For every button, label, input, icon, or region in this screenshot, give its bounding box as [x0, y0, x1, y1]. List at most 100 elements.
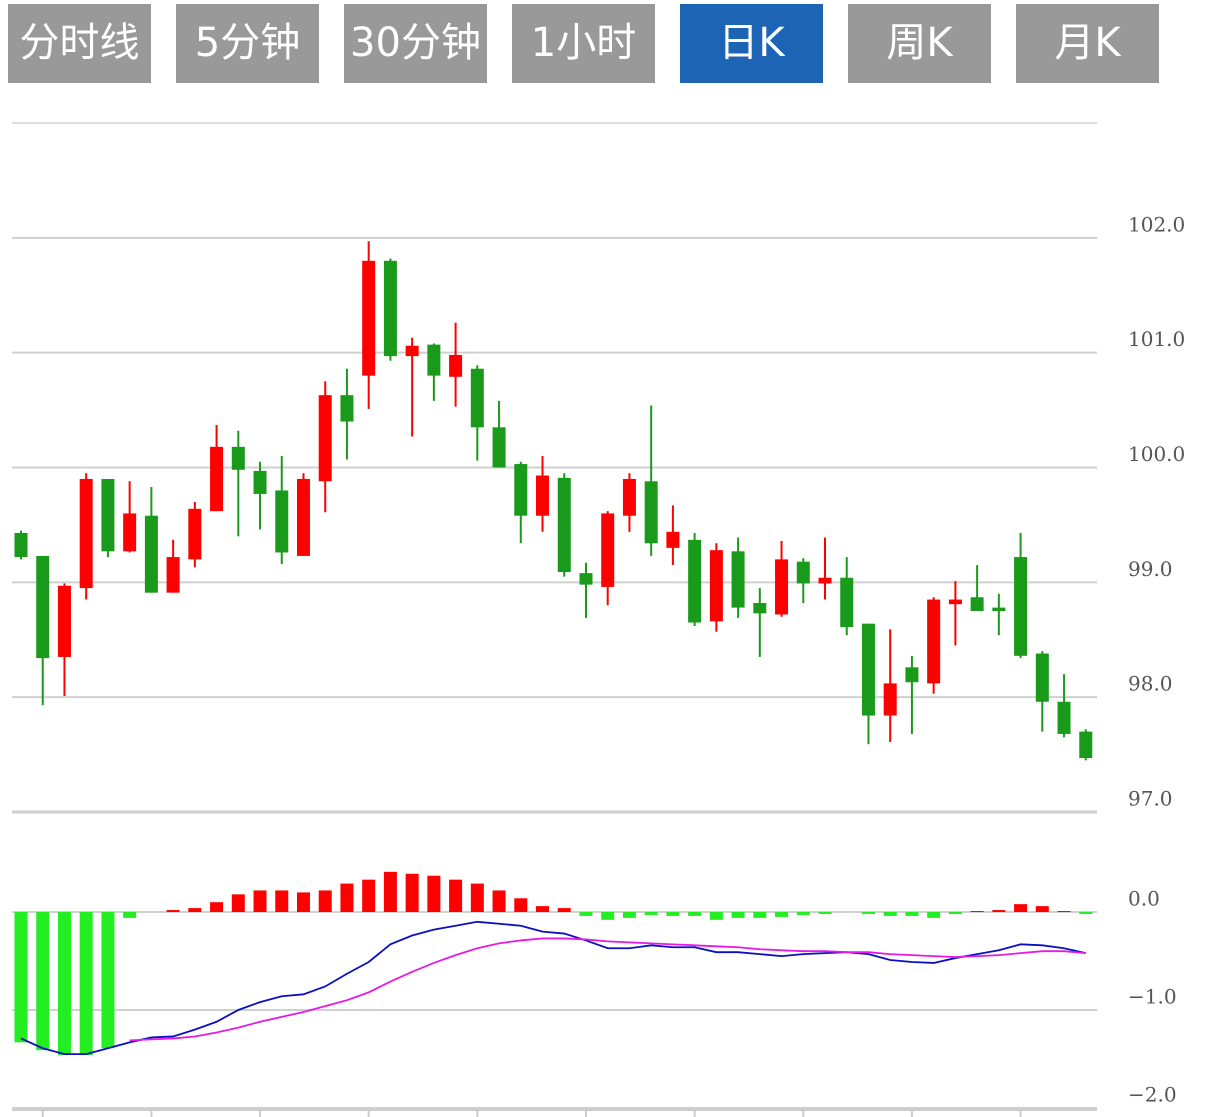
candle-body	[775, 559, 789, 615]
macd-bar	[557, 908, 571, 912]
candle-body	[1035, 653, 1049, 702]
candle-body	[253, 470, 267, 494]
macd-bar	[405, 873, 419, 912]
macd-bar	[427, 875, 441, 912]
candle-body	[970, 597, 984, 612]
tab[interactable]: 30分钟	[344, 4, 487, 83]
candle-body	[383, 260, 397, 357]
candle-body	[557, 477, 571, 572]
macd-bar	[492, 890, 506, 912]
macd-bar	[861, 912, 875, 914]
candle-body	[427, 344, 441, 376]
macd-bar	[275, 890, 289, 912]
macd-bar	[818, 912, 832, 914]
macd-bar	[579, 912, 593, 916]
macd-bar	[666, 912, 680, 916]
y-tick-label: 0.0	[1128, 887, 1160, 911]
macd-bar	[362, 879, 376, 912]
candle-body	[1057, 701, 1071, 734]
candle-body	[101, 478, 115, 552]
macd-bar	[688, 912, 702, 916]
macd-bar	[536, 906, 550, 912]
candle-body	[79, 478, 93, 589]
macd-bar	[992, 910, 1006, 912]
candle-body	[144, 515, 158, 593]
tab[interactable]: 月K	[1016, 4, 1159, 83]
macd-line	[20, 920, 1086, 1055]
candle-body	[449, 354, 463, 377]
candle-body	[840, 577, 854, 628]
candle-body	[861, 623, 875, 716]
candle-body	[666, 531, 680, 548]
macd-bar	[340, 883, 354, 912]
y-tick-label: 97.0	[1128, 787, 1173, 811]
macd-bar	[1079, 912, 1093, 914]
candle-body	[210, 446, 224, 512]
macd-bar	[644, 912, 658, 915]
candle-body	[818, 577, 832, 584]
candle-body	[536, 475, 550, 516]
y-tick-label: 99.0	[1128, 557, 1173, 581]
candle-body	[753, 603, 767, 614]
tab[interactable]: 1小时	[512, 4, 655, 83]
candle-body	[883, 683, 897, 716]
y-tick-label: −2.0	[1128, 1083, 1177, 1107]
candle-body	[123, 513, 137, 552]
candle-body	[275, 490, 289, 553]
tab[interactable]: 日K	[680, 4, 823, 83]
candle-body	[709, 550, 723, 622]
candle-body	[731, 551, 745, 608]
candle-body	[57, 585, 71, 657]
macd-bar	[1035, 906, 1049, 912]
macd-bar	[318, 890, 332, 912]
macd-bar	[753, 912, 767, 918]
macd-bar	[883, 912, 897, 916]
macd-bar	[188, 908, 202, 912]
candle-body	[992, 607, 1006, 612]
macd-bar	[948, 912, 962, 914]
candle-body	[927, 599, 941, 684]
macd-bar	[1014, 904, 1028, 912]
candle-body	[470, 368, 484, 428]
tab[interactable]: 周K	[848, 4, 991, 83]
macd-bar	[210, 902, 224, 912]
macd-bar	[709, 912, 723, 920]
macd-bar	[601, 912, 615, 920]
macd-bar	[796, 912, 810, 915]
candle-body	[514, 464, 528, 516]
macd-bar	[101, 912, 115, 1049]
candle-body	[188, 508, 202, 560]
tab[interactable]: 5分钟	[176, 4, 319, 83]
candle-body	[405, 345, 419, 357]
macd-bar	[1057, 911, 1071, 912]
macd-bar	[57, 912, 71, 1056]
candle-body	[36, 555, 50, 659]
candle-body	[362, 260, 376, 376]
candle-body	[622, 478, 636, 516]
tab[interactable]: 分时线	[8, 4, 151, 83]
y-tick-label: 101.0	[1128, 327, 1185, 351]
y-tick-label: 102.0	[1128, 212, 1185, 236]
candle-body	[231, 446, 245, 470]
y-tick-label: 100.0	[1128, 442, 1185, 466]
macd-bar	[231, 894, 245, 912]
candle-body	[601, 513, 615, 587]
candle-body	[644, 481, 658, 544]
y-tick-label: −1.0	[1128, 985, 1177, 1009]
y-tick-label: 98.0	[1128, 672, 1173, 696]
macd-bar	[514, 898, 528, 912]
macd-bar	[79, 912, 93, 1056]
candle-body	[14, 532, 28, 558]
candle-body	[905, 667, 919, 683]
macd-bar	[970, 911, 984, 912]
macd-bar	[927, 912, 941, 918]
macd-bar	[383, 871, 397, 912]
macd-bar	[905, 912, 919, 916]
candle-body	[340, 395, 354, 422]
macd-bar	[622, 912, 636, 918]
candle-body	[1014, 557, 1028, 656]
candle-body	[796, 561, 810, 584]
macd-bar	[470, 883, 484, 912]
